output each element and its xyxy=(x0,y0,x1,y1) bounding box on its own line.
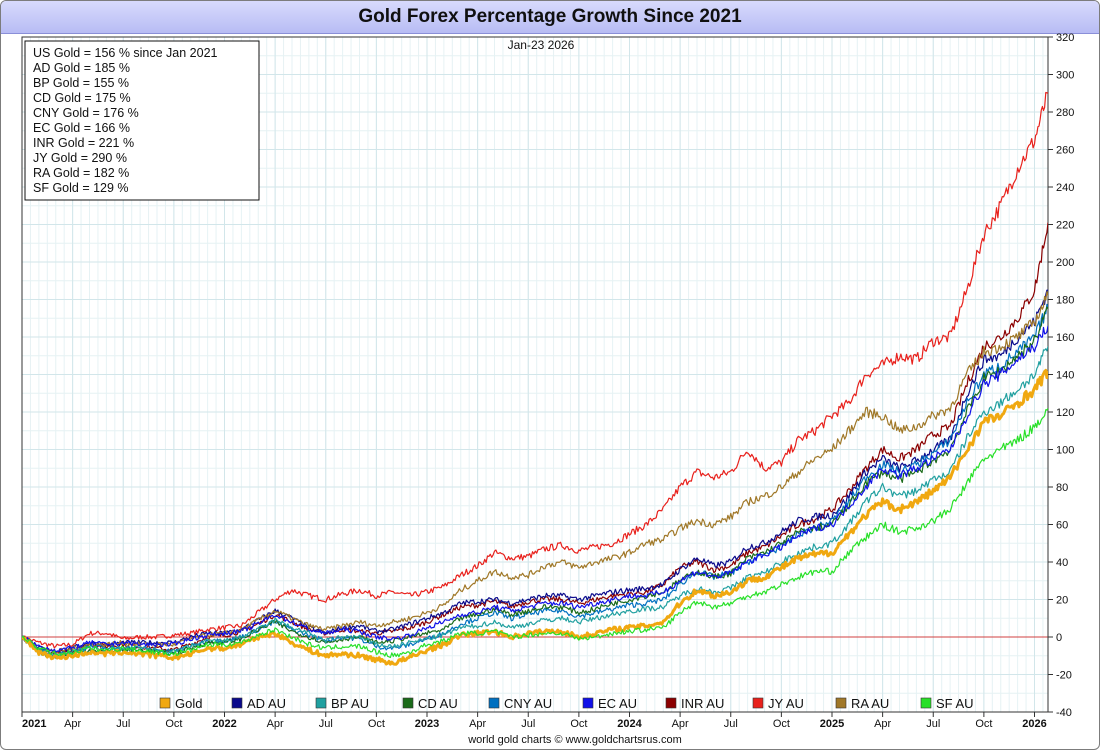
y-tick-label: 200 xyxy=(1056,257,1074,269)
x-tick-label: Apr xyxy=(469,718,486,730)
y-tick-label: -20 xyxy=(1056,670,1072,682)
x-tick-label: 2023 xyxy=(415,718,439,730)
legend-swatch xyxy=(159,697,171,709)
y-tick-label: 40 xyxy=(1056,557,1068,569)
legend-swatch xyxy=(835,697,847,709)
x-tick-label: Oct xyxy=(368,718,385,730)
legend-label: AD AU xyxy=(247,696,286,711)
credit-text: world gold charts © www.goldchartsrus.co… xyxy=(467,734,682,746)
x-tick-label: 2022 xyxy=(212,718,236,730)
legend-label: BP AU xyxy=(331,696,369,711)
y-tick-label: 180 xyxy=(1056,295,1074,307)
y-tick-label: 160 xyxy=(1056,332,1074,344)
x-tick-label: Oct xyxy=(165,718,182,730)
legend-swatch xyxy=(315,697,327,709)
x-tick-label: Oct xyxy=(975,718,992,730)
y-tick-label: 0 xyxy=(1056,632,1062,644)
stats-line: INR Gold = 221 % xyxy=(33,136,134,150)
series-line-sf-au xyxy=(22,407,1048,659)
legend-label: INR AU xyxy=(681,696,724,711)
series-line-bp-au xyxy=(22,346,1048,658)
chart-title: Gold Forex Percentage Growth Since 2021 xyxy=(358,6,742,27)
y-tick-label: 220 xyxy=(1056,220,1074,232)
stats-line: US Gold = 156 % since Jan 2021 xyxy=(33,46,218,60)
stats-line: SF Gold = 129 % xyxy=(33,181,129,195)
legend-swatch xyxy=(920,697,932,709)
y-tick-label: 20 xyxy=(1056,595,1068,607)
date-label: Jan-23 2026 xyxy=(508,38,575,52)
legend-label: Gold xyxy=(175,696,202,711)
x-tick-label: Apr xyxy=(267,718,284,730)
x-tick-label: Oct xyxy=(773,718,790,730)
title-bar: Gold Forex Percentage Growth Since 2021 xyxy=(1,1,1099,34)
x-tick-label: 2025 xyxy=(820,718,844,730)
x-tick-label: Jul xyxy=(724,718,738,730)
series-line-ec-au xyxy=(22,325,1048,653)
y-tick-label: 140 xyxy=(1056,370,1074,382)
y-tick-label: 320 xyxy=(1056,32,1074,44)
x-tick-label: Jul xyxy=(926,718,940,730)
x-tick-label: Jul xyxy=(319,718,333,730)
y-tick-label: -40 xyxy=(1056,707,1072,719)
x-tick-label: Apr xyxy=(874,718,891,730)
y-tick-label: 240 xyxy=(1056,182,1074,194)
stats-line: CNY Gold = 176 % xyxy=(33,106,139,120)
legend-label: SF AU xyxy=(936,696,974,711)
stats-line: RA Gold = 182 % xyxy=(33,166,129,180)
series-line-jy-au xyxy=(22,91,1048,649)
legend-label: JY AU xyxy=(768,696,804,711)
y-tick-label: 80 xyxy=(1056,482,1068,494)
series-line-cny-au xyxy=(22,303,1048,659)
legend-label: EC AU xyxy=(598,696,637,711)
stats-line: JY Gold = 290 % xyxy=(33,151,127,165)
y-tick-label: 300 xyxy=(1056,70,1074,82)
stats-line: CD Gold = 175 % xyxy=(33,91,131,105)
y-tick-label: 100 xyxy=(1056,445,1074,457)
legend-label: RA AU xyxy=(851,696,889,711)
x-tick-label: Oct xyxy=(570,718,587,730)
stats-line: BP Gold = 155 % xyxy=(33,76,129,90)
legend-swatch xyxy=(665,697,677,709)
legend-swatch xyxy=(488,697,500,709)
legend-swatch xyxy=(582,697,594,709)
legend-swatch xyxy=(752,697,764,709)
y-tick-label: 60 xyxy=(1056,520,1068,532)
stats-box xyxy=(24,40,260,201)
x-tick-label: 2024 xyxy=(617,718,642,730)
x-tick-label: 2021 xyxy=(22,718,46,730)
stats-line: EC Gold = 166 % xyxy=(33,121,130,135)
x-tick-label: Jul xyxy=(116,718,130,730)
legend-swatch xyxy=(231,697,243,709)
x-tick-label: Jul xyxy=(521,718,535,730)
legend-swatch xyxy=(402,697,414,709)
x-tick-label: Apr xyxy=(64,718,81,730)
y-tick-label: 120 xyxy=(1056,407,1074,419)
x-tick-label: 2026 xyxy=(1022,718,1046,730)
y-tick-label: 260 xyxy=(1056,145,1074,157)
legend-label: CD AU xyxy=(418,696,458,711)
y-tick-label: 280 xyxy=(1056,107,1074,119)
series-line-gold xyxy=(22,368,1048,666)
stats-line: AD Gold = 185 % xyxy=(33,61,130,75)
series-group xyxy=(22,91,1048,666)
x-tick-label: Apr xyxy=(672,718,689,730)
legend-label: CNY AU xyxy=(504,696,552,711)
